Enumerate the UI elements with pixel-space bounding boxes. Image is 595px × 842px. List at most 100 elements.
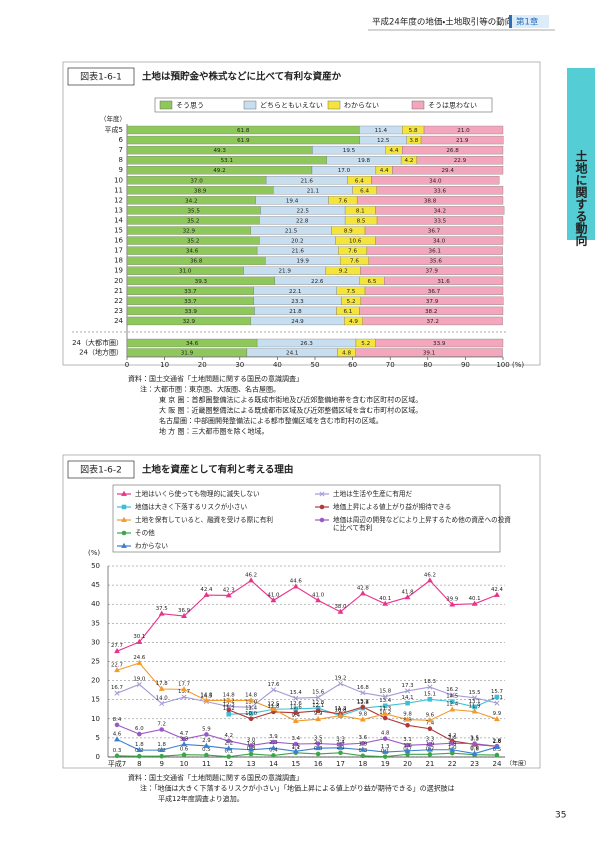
marker: [404, 688, 411, 694]
value-label: 3.9: [269, 734, 278, 740]
marker: [225, 697, 232, 703]
legend-label: 土地はいくら使っても物理的に滅失しない: [135, 489, 260, 498]
legend-label: わからない: [135, 541, 168, 550]
marker: [136, 638, 143, 644]
marker: [315, 745, 322, 751]
value-label: 37.9: [426, 299, 439, 305]
value-label: 10.6: [349, 239, 362, 245]
value-label: 5.2: [361, 341, 370, 347]
note-line: 資料：国土交通省「土地問題に関する国民の意識調査」: [128, 773, 303, 782]
y-tick-label: 25: [91, 658, 100, 666]
marker: [382, 600, 389, 606]
value-label: 0.6: [470, 747, 479, 753]
x-tick-label: 15: [291, 760, 300, 768]
value-label: 2.4: [336, 740, 345, 746]
value-label: 21.6: [291, 249, 304, 255]
value-label: 39.3: [195, 279, 208, 285]
series-line: [116, 738, 498, 755]
x-tick-label: 11: [202, 760, 211, 768]
bar-segment: [364, 226, 504, 235]
value-label: 42.4: [200, 587, 213, 593]
legend-box: [154, 97, 493, 113]
marker: [137, 731, 142, 737]
category-label: 平成5: [105, 125, 123, 134]
marker: [121, 490, 127, 496]
marker: [359, 590, 366, 596]
marker: [114, 690, 120, 696]
x-tick-label: 20: [198, 361, 207, 369]
value-label: 41.8: [402, 589, 415, 595]
figure-title: 土地を資産として有利と考える理由: [142, 464, 293, 476]
marker: [226, 707, 232, 713]
value-label: 17.0: [338, 168, 351, 174]
x-tick-label: 9: [159, 760, 163, 768]
value-label: 3.1: [403, 737, 412, 743]
marker: [158, 746, 165, 753]
y-tick-label: 45: [91, 581, 100, 589]
value-label: 3.5: [470, 736, 479, 742]
value-label: 16.8: [357, 685, 370, 691]
x-tick-label: 40: [273, 361, 282, 369]
bar-segment: [375, 206, 505, 215]
category-label: 17: [114, 247, 123, 255]
value-label: 22.6: [311, 279, 324, 285]
marker: [226, 738, 232, 744]
marker: [319, 517, 325, 523]
marker: [248, 746, 255, 752]
marker: [359, 716, 366, 722]
marker: [449, 750, 455, 756]
bar-segment: [402, 145, 504, 155]
value-label: 9.2: [339, 269, 348, 275]
value-label: 21.8: [289, 309, 302, 315]
marker: [315, 694, 321, 700]
marker: [248, 711, 254, 716]
marker: [382, 715, 388, 721]
value-label: 17.8: [156, 681, 169, 687]
value-label: 1.9: [448, 742, 457, 748]
x-tick-label: 80: [423, 361, 432, 369]
y-tick-label: 15: [91, 696, 100, 704]
marker: [471, 600, 478, 606]
value-label: 14.5: [200, 694, 212, 700]
bar-segment: [420, 135, 504, 145]
marker: [181, 694, 187, 700]
marker: [472, 695, 478, 701]
marker: [121, 542, 127, 548]
figure-label: 図表1-6-1: [80, 72, 122, 83]
value-label: 1.9: [247, 742, 256, 748]
marker: [159, 753, 164, 759]
value-label: 61.8: [237, 128, 250, 134]
legend-label-box: 土地は生活や生産に有用だ: [333, 490, 412, 498]
y-tick-label: 40: [91, 600, 100, 608]
value-label: 27.7: [111, 643, 123, 649]
value-label: 14.0: [156, 696, 169, 702]
marker: [382, 754, 388, 759]
value-label: 2.9: [202, 738, 211, 744]
value-label: 33.7: [184, 299, 197, 305]
marker: [292, 717, 299, 723]
value-label: 26.3: [300, 341, 313, 347]
value-label: 3.6: [359, 735, 368, 741]
marker: [203, 591, 210, 597]
value-label: 31.0: [179, 269, 192, 275]
y-axis-label: （年度）: [100, 114, 126, 123]
value-label: 10.0: [245, 711, 258, 717]
note-line: 資料：国土交通省「土地問題に関する国民の意識調査」: [128, 374, 303, 383]
value-label: 35.2: [187, 239, 199, 245]
value-label: 37.0: [190, 178, 203, 184]
value-label: 10.8: [334, 708, 347, 714]
marker: [471, 708, 478, 714]
value-label: 4.4: [380, 168, 389, 174]
value-label: 17.7: [178, 681, 190, 687]
marker: [382, 703, 388, 709]
x-tick-label: 24: [492, 760, 501, 768]
value-label: 1.6: [403, 743, 412, 749]
marker: [427, 684, 433, 690]
marker: [449, 740, 455, 746]
category-label: 11: [114, 186, 123, 194]
bar-segment: [392, 166, 504, 175]
x-tick-label: 50: [311, 361, 320, 369]
value-label: 13.1: [469, 699, 481, 705]
category-label: 23: [114, 307, 123, 315]
